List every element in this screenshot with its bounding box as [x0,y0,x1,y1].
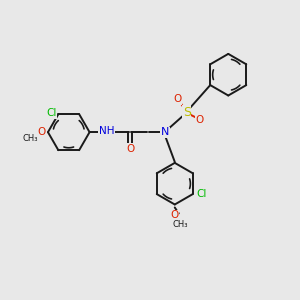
Text: O: O [174,94,182,104]
Text: O: O [171,210,179,220]
Text: O: O [37,127,45,137]
Text: O: O [195,115,204,125]
Text: CH₃: CH₃ [22,134,38,142]
Text: NH: NH [99,126,114,136]
Text: S: S [183,106,191,119]
Text: Cl: Cl [46,108,57,118]
Text: Cl: Cl [196,189,207,199]
Text: O: O [126,144,134,154]
Text: CH₃: CH₃ [173,220,188,229]
Text: N: N [161,127,169,137]
